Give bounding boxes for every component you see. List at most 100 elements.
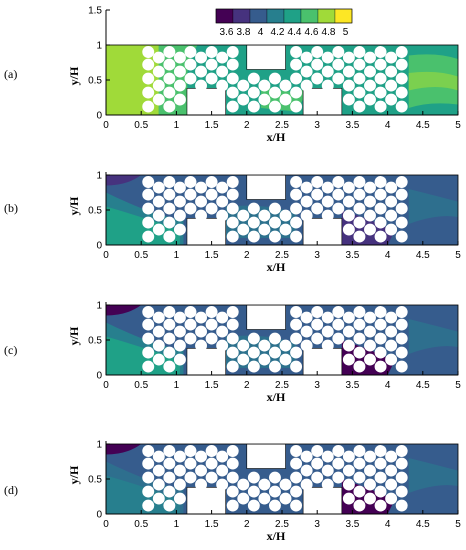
obstacle-cylinder [163, 230, 176, 243]
obstacle-cylinder [311, 471, 324, 484]
obstacle-cylinder [142, 58, 155, 71]
obstacle-cylinder [226, 46, 239, 58]
obstacle-cylinder [173, 339, 186, 352]
obstacle-cylinder [237, 209, 250, 222]
obstacle-cylinder [385, 353, 398, 366]
obstacle-cylinder [374, 230, 387, 243]
obstacle-cylinder [342, 339, 355, 352]
obstacle-cylinder [163, 202, 176, 215]
x-axis-label: x/H [267, 130, 286, 144]
obstacle-cylinder [216, 464, 229, 477]
obstacle-cylinder [342, 353, 355, 366]
x-tick-label: 4 [385, 250, 391, 261]
obstacle-cylinder [290, 230, 303, 243]
panel-label: (c) [4, 343, 17, 357]
x-tick-label: 3.5 [345, 519, 359, 530]
obstacle-cylinder [395, 188, 408, 201]
obstacle-cylinder [353, 499, 366, 512]
obstacle-cylinder [226, 360, 239, 373]
obstacle-cylinder [300, 79, 313, 92]
obstacle-cylinder [395, 100, 408, 113]
obstacle-cylinder [173, 65, 186, 78]
obstacle-cylinder [385, 181, 398, 194]
obstacle-cylinder [195, 181, 207, 194]
obstacle-cylinder [364, 311, 376, 324]
obstacle-cylinder [269, 230, 281, 243]
obstacle-cylinder [173, 79, 186, 92]
obstacle-cylinder [195, 65, 207, 78]
panel-3: 0 0.5 1 1.5 2 2.5 3 3.5 4 4.5 5 0 0.5 1 x/H y/H (d) [4, 440, 461, 544]
field-wake [408, 71, 458, 91]
obstacle-cylinder [290, 485, 303, 498]
obstacle-block [186, 487, 226, 514]
x-tick-label: 3 [314, 380, 320, 391]
obstacle-cylinder [353, 346, 366, 359]
obstacle-cylinder [216, 209, 229, 222]
obstacle-cylinder [163, 445, 176, 457]
obstacle-cylinder [195, 209, 207, 222]
obstacle-cylinder [300, 195, 313, 208]
colorbar-tick-label: 4.4 [288, 27, 302, 38]
obstacle-cylinder [342, 65, 355, 78]
obstacle-cylinder [311, 202, 324, 215]
obstacle-cylinder [342, 209, 355, 222]
obstacle-cylinder [364, 195, 376, 208]
obstacle-cylinder [142, 100, 155, 113]
obstacle-cylinder [152, 51, 165, 64]
obstacle-cylinder [269, 86, 281, 99]
x-tick-label: 1.5 [205, 519, 219, 530]
obstacle-cylinder [290, 318, 303, 331]
x-axis-label: x/H [267, 529, 286, 543]
obstacle-cylinder [173, 93, 186, 106]
obstacle-cylinder [152, 450, 165, 463]
obstacle-cylinder [353, 360, 366, 373]
obstacle-cylinder [247, 360, 260, 373]
obstacle-cylinder [395, 46, 408, 58]
obstacle-cylinder [163, 485, 176, 498]
obstacle-cylinder [216, 51, 229, 64]
obstacle-cylinder [258, 209, 271, 222]
obstacle-cylinder [385, 195, 398, 208]
obstacle-cylinder [195, 311, 207, 324]
obstacle-cylinder [395, 457, 408, 470]
obstacle-cylinder [374, 176, 387, 188]
obstacle-cylinder [163, 86, 176, 99]
obstacle-cylinder [205, 202, 218, 215]
obstacle-cylinder [152, 492, 165, 505]
obstacle-cylinder [290, 46, 303, 58]
x-tick-label: 4.5 [416, 380, 430, 391]
obstacle-cylinder [353, 471, 366, 484]
obstacle-cylinder [163, 360, 176, 373]
obstacle-cylinder [195, 79, 207, 92]
obstacle-cylinder [342, 51, 355, 64]
obstacle-cylinder [269, 499, 281, 512]
obstacle-cylinder [311, 445, 324, 457]
obstacle-cylinder [195, 325, 207, 338]
obstacle-cylinder [205, 471, 218, 484]
obstacle-cylinder [152, 464, 165, 477]
obstacle-cylinder [216, 195, 229, 208]
obstacle-cylinder [364, 181, 376, 194]
obstacle-cylinder [163, 332, 176, 345]
obstacle-cylinder [152, 223, 165, 236]
obstacle-cylinder [311, 58, 324, 71]
obstacle-cylinder [184, 202, 197, 215]
obstacle-cylinder [374, 100, 387, 113]
obstacle-cylinder [395, 58, 408, 71]
obstacle-cylinder [247, 499, 260, 512]
x-tick-label: 3.5 [345, 380, 359, 391]
obstacle-cylinder [332, 332, 345, 345]
obstacle-cylinder [184, 332, 197, 345]
obstacle-cylinder [152, 79, 165, 92]
obstacle-cylinder [290, 457, 303, 470]
obstacle-cylinder [353, 306, 366, 318]
obstacle-cylinder [364, 65, 376, 78]
x-tick-label: 1 [174, 120, 180, 131]
obstacle-cylinder [395, 332, 408, 345]
obstacle-block [302, 348, 343, 375]
obstacle-cylinder [342, 311, 355, 324]
colorbar-tick-label: 4.6 [305, 27, 319, 38]
field-outlet [408, 189, 458, 224]
obstacle-cylinder [385, 450, 398, 463]
obstacle-cylinder [269, 72, 281, 85]
